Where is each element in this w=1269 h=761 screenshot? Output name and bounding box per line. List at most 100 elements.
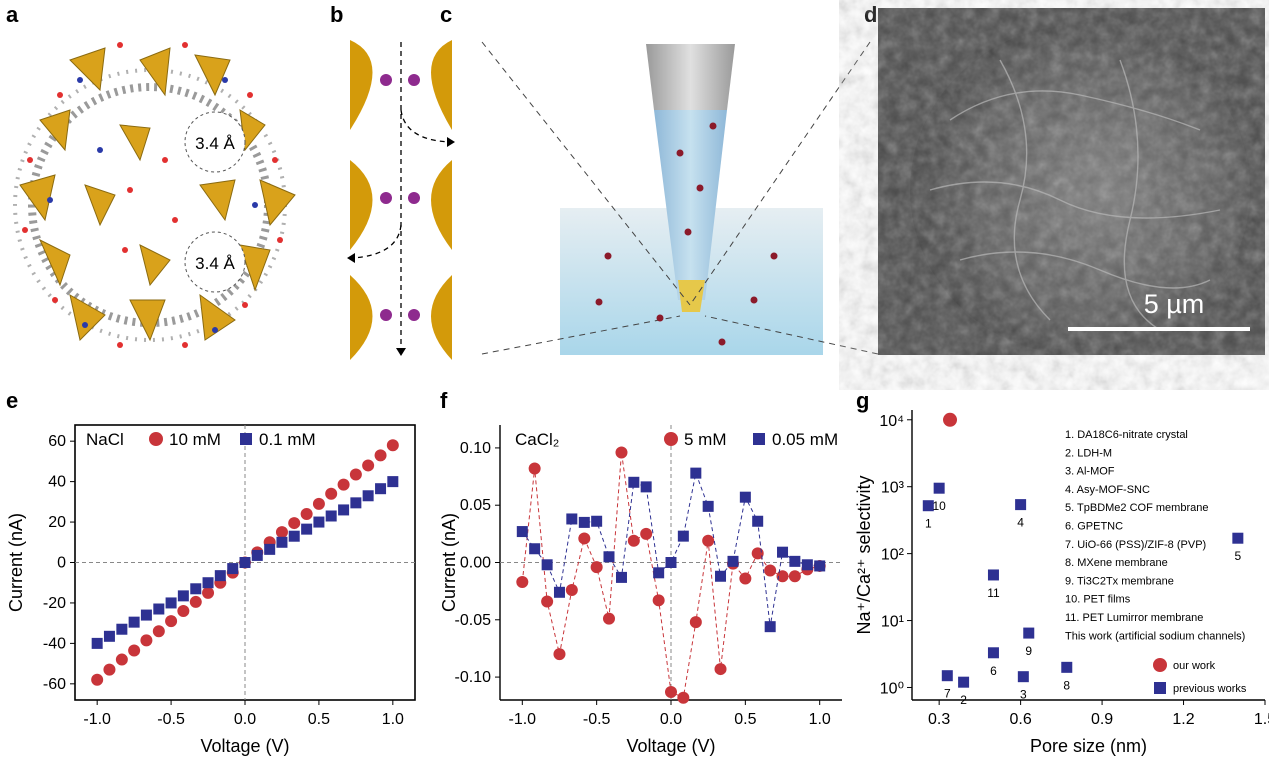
x-tick-label: 1.0 <box>809 711 831 728</box>
x-tick-label: 0.9 <box>1091 711 1113 728</box>
data-point <box>202 586 215 599</box>
series-our-work <box>943 412 958 427</box>
data-point <box>91 673 104 686</box>
data-point <box>349 468 362 481</box>
data-point <box>739 491 751 503</box>
data-point <box>615 571 627 583</box>
data-point <box>375 483 387 495</box>
data-point <box>933 482 945 494</box>
data-point <box>152 625 165 638</box>
legend-marker <box>753 433 765 445</box>
reference-list-item: 2. LDH-M <box>1065 447 1112 459</box>
data-point <box>103 630 115 642</box>
data-point <box>653 567 665 579</box>
legend-label: 0.05 mM <box>772 430 838 449</box>
y-tick-label: -0.05 <box>455 612 492 629</box>
data-point <box>288 530 300 542</box>
x-tick-label: 0.5 <box>308 711 330 728</box>
data-point <box>516 526 528 538</box>
data-point <box>987 569 999 581</box>
reference-list-item: 1. DA18C6-nitrate crystal <box>1065 429 1188 441</box>
data-point <box>301 523 313 535</box>
data-point <box>602 612 615 625</box>
x-tick-label: 0.5 <box>734 711 756 728</box>
x-tick-label: 0.0 <box>660 711 682 728</box>
data-point <box>702 500 714 512</box>
y-tick-label: 40 <box>48 474 66 491</box>
x-tick-label: 1.0 <box>382 711 404 728</box>
reference-list-item: 5. TpBDMe2 COF membrane <box>1065 502 1208 514</box>
data-point <box>590 561 603 574</box>
data-point <box>764 621 776 633</box>
data-point-label: 8 <box>1063 678 1070 692</box>
data-point <box>103 663 116 676</box>
series-previous-works: 110 4 3 5 6 9 11 8 7 2 <box>922 482 1244 707</box>
data-point <box>578 532 591 545</box>
x-tick-label: -0.5 <box>583 711 611 728</box>
data-point <box>714 663 727 676</box>
data-point <box>153 603 165 615</box>
data-point <box>1232 532 1244 544</box>
data-point <box>1017 671 1029 683</box>
data-point <box>165 615 178 628</box>
data-point <box>958 676 970 688</box>
data-point <box>987 647 999 659</box>
data-point <box>325 510 337 522</box>
data-point <box>665 557 677 568</box>
data-point <box>801 559 813 571</box>
data-point <box>814 560 826 572</box>
data-point <box>516 575 529 588</box>
y-tick-label: -60 <box>43 676 66 693</box>
y-axis-label: Na⁺/Ca²⁺ selectivity <box>854 475 874 634</box>
data-point <box>177 590 189 602</box>
data-point <box>640 527 653 540</box>
reference-list-item: 4. Asy-MOF-SNC <box>1065 484 1150 496</box>
data-point <box>603 551 615 563</box>
data-point <box>677 691 690 704</box>
data-point <box>116 623 128 635</box>
data-point <box>387 476 399 488</box>
panel-label-b: b <box>330 2 344 27</box>
reference-list-item: 8. MXene membrane <box>1065 557 1168 569</box>
data-point <box>553 586 565 598</box>
data-point <box>628 476 640 488</box>
data-point <box>702 534 715 547</box>
y-tick-label: -40 <box>43 635 66 652</box>
x-axis-label: Voltage (V) <box>626 736 715 756</box>
x-tick-label: -1.0 <box>83 711 111 728</box>
y-tick-label: 10³ <box>881 480 905 497</box>
data-point-label: 7 <box>944 687 951 701</box>
data-point <box>777 546 789 558</box>
data-point <box>652 594 665 607</box>
panel-label-d: d <box>864 2 878 27</box>
legend-marker <box>664 432 678 446</box>
y-axis-label: Current (nA) <box>439 513 459 612</box>
reference-list-item: 10. PET films <box>1065 594 1131 606</box>
y-tick-label: 10¹ <box>881 614 904 631</box>
y-tick-label: 10² <box>881 547 905 564</box>
x-axis-label: Voltage (V) <box>200 736 289 756</box>
data-point <box>190 583 202 595</box>
panel-label-g: g <box>856 388 870 413</box>
data-point <box>715 570 727 582</box>
data-point <box>591 515 603 527</box>
data-point <box>640 481 652 493</box>
data-point-label: 6 <box>990 664 997 678</box>
data-point <box>362 490 374 502</box>
y-tick-label: 0.00 <box>460 555 491 572</box>
reference-list-item: 7. UiO-66 (PSS)/ZIF-8 (PVP) <box>1065 539 1206 551</box>
legend-title: NaCl <box>86 430 124 449</box>
series-0.05-mM <box>516 467 826 633</box>
data-point <box>665 685 677 698</box>
data-point <box>541 559 553 571</box>
data-point <box>764 564 777 577</box>
legend-label: our work <box>1173 660 1216 672</box>
data-point <box>528 462 541 475</box>
data-point <box>313 516 325 528</box>
data-point <box>677 530 689 542</box>
y-tick-label: 10⁴ <box>879 413 904 430</box>
legend-label: 10 mM <box>169 430 221 449</box>
series-0.1-mM <box>91 476 399 649</box>
series-5-mM <box>516 446 826 704</box>
data-point <box>529 543 541 555</box>
